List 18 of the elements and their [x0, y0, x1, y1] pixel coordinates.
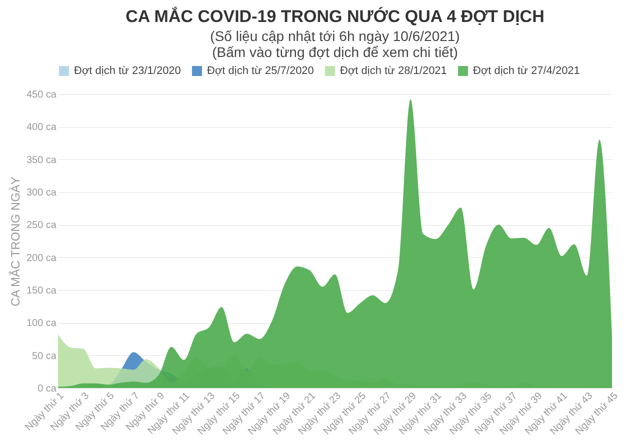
y-tick-label: 400 ca — [26, 122, 57, 134]
text: (Bấm vào từng đợt dịch để xem chi tiết) — [212, 44, 458, 60]
legend-label: Đợt dịch từ 23/1/2020 — [74, 65, 181, 77]
y-tick-label: 100 ca — [26, 318, 57, 330]
y-tick-label: 150 ca — [26, 286, 57, 296]
y-tick-label: 250 ca — [26, 220, 57, 232]
y-tick-label: 200 ca — [26, 252, 57, 264]
y-tick-label: 350 ca — [26, 154, 57, 166]
chart-title: CA MẮC COVID-19 TRONG NƯỚC QUA 4 ĐỢT DỊCH — [126, 6, 544, 26]
y-tick-label: 0 ca — [38, 384, 57, 394]
y-tick-label: 450 ca — [26, 90, 57, 100]
y-tick-label: 50 ca — [32, 350, 57, 362]
chart-subtitle: (Số liệu cập nhật tới 6h ngày 10/6/2021) — [210, 28, 460, 44]
legend-label: Đợt dịch từ 27/4/2021 — [473, 65, 580, 77]
y-axis-title: CA MẮC TRONG NGÀY — [8, 176, 22, 306]
legend-label: Đợt dịch từ 25/7/2020 — [207, 65, 314, 77]
y-tick-label: 300 ca — [26, 188, 57, 198]
legend-label: Đợt dịch từ 28/1/2021 — [340, 65, 447, 77]
